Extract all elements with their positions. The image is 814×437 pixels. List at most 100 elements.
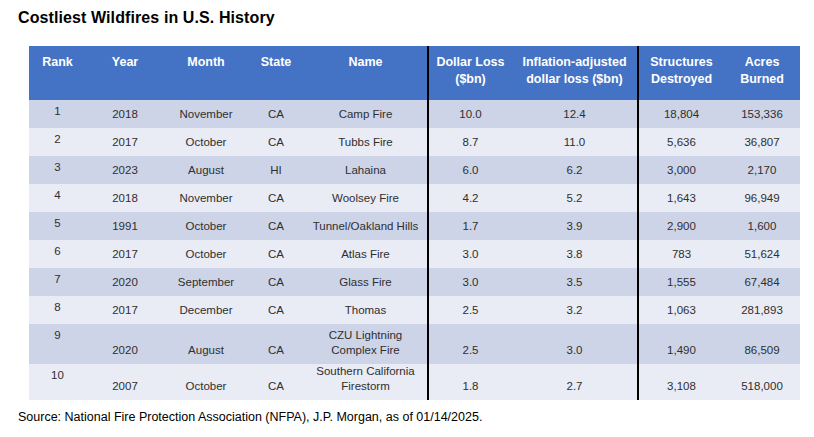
cell-dollar-loss: 2.5 (428, 324, 512, 364)
col-header-rank: Rank (29, 46, 86, 100)
cell-dollar-loss: 1.8 (428, 364, 512, 400)
cell-structures-destroyed: 1,643 (638, 184, 724, 212)
cell-state: CA (248, 324, 304, 364)
col-header-structures-destroyed: Structures Destroyed (638, 46, 724, 100)
cell-rank: 5 (29, 212, 86, 240)
cell-month: November (164, 100, 248, 128)
cell-name: Lahaina (304, 156, 428, 184)
table-row: 6 2017 October CA Atlas Fire 3.0 3.8 783… (29, 240, 800, 268)
wildfires-table: Rank Year Month State Name Dollar Loss (… (29, 46, 800, 400)
cell-year: 2020 (86, 324, 164, 364)
cell-rank: 1 (29, 100, 86, 128)
cell-state: CA (248, 364, 304, 400)
cell-acres-burned: 86,509 (724, 324, 800, 364)
cell-structures-destroyed: 5,636 (638, 128, 724, 156)
cell-state: HI (248, 156, 304, 184)
cell-name: Camp Fire (304, 100, 428, 128)
cell-acres-burned: 518,000 (724, 364, 800, 400)
cell-year: 2020 (86, 268, 164, 296)
table-row: 5 1991 October CA Tunnel/Oakland Hills 1… (29, 212, 800, 240)
cell-month: November (164, 184, 248, 212)
cell-year: 2017 (86, 240, 164, 268)
cell-name: Glass Fire (304, 268, 428, 296)
cell-inflation-adjusted-loss: 3.9 (512, 212, 638, 240)
table-row: 1 2018 November CA Camp Fire 10.0 12.4 1… (29, 100, 800, 128)
col-header-month: Month (164, 46, 248, 100)
table-row: 4 2018 November CA Woolsey Fire 4.2 5.2 … (29, 184, 800, 212)
cell-rank: 8 (29, 296, 86, 324)
cell-name: Atlas Fire (304, 240, 428, 268)
cell-name: Thomas (304, 296, 428, 324)
cell-inflation-adjusted-loss: 3.2 (512, 296, 638, 324)
cell-name: Tunnel/Oakland Hills (304, 212, 428, 240)
cell-inflation-adjusted-loss: 11.0 (512, 128, 638, 156)
col-header-dollar-loss: Dollar Loss ($bn) (428, 46, 512, 100)
cell-name: Tubbs Fire (304, 128, 428, 156)
cell-state: CA (248, 128, 304, 156)
cell-year: 2023 (86, 156, 164, 184)
cell-month: December (164, 296, 248, 324)
cell-acres-burned: 36,807 (724, 128, 800, 156)
cell-rank: 7 (29, 268, 86, 296)
cell-structures-destroyed: 2,900 (638, 212, 724, 240)
cell-dollar-loss: 8.7 (428, 128, 512, 156)
col-header-name: Name (304, 46, 428, 100)
cell-structures-destroyed: 1,063 (638, 296, 724, 324)
cell-name: CZU Lightning Complex Fire (304, 324, 428, 364)
cell-acres-burned: 2,170 (724, 156, 800, 184)
cell-year: 2017 (86, 128, 164, 156)
cell-structures-destroyed: 18,804 (638, 100, 724, 128)
cell-rank: 6 (29, 240, 86, 268)
source-note: Source: National Fire Protection Associa… (18, 410, 814, 424)
col-header-acres-burned: Acres Burned (724, 46, 800, 100)
cell-state: CA (248, 240, 304, 268)
cell-acres-burned: 67,484 (724, 268, 800, 296)
cell-dollar-loss: 2.5 (428, 296, 512, 324)
cell-month: October (164, 240, 248, 268)
cell-dollar-loss: 6.0 (428, 156, 512, 184)
table-row: 3 2023 August HI Lahaina 6.0 6.2 3,000 2… (29, 156, 800, 184)
cell-inflation-adjusted-loss: 12.4 (512, 100, 638, 128)
page-title: Costliest Wildfires in U.S. History (0, 0, 814, 27)
cell-inflation-adjusted-loss: 6.2 (512, 156, 638, 184)
cell-year: 2017 (86, 296, 164, 324)
cell-structures-destroyed: 3,108 (638, 364, 724, 400)
cell-inflation-adjusted-loss: 3.5 (512, 268, 638, 296)
cell-name: Southern California Firestorm (304, 364, 428, 400)
cell-month: October (164, 364, 248, 400)
table-row: 10 2007 October CA Southern California F… (29, 364, 800, 400)
cell-month: August (164, 156, 248, 184)
cell-acres-burned: 281,893 (724, 296, 800, 324)
cell-rank: 3 (29, 156, 86, 184)
cell-structures-destroyed: 3,000 (638, 156, 724, 184)
cell-month: October (164, 212, 248, 240)
col-header-state: State (248, 46, 304, 100)
cell-structures-destroyed: 1,490 (638, 324, 724, 364)
cell-inflation-adjusted-loss: 3.8 (512, 240, 638, 268)
cell-state: CA (248, 100, 304, 128)
cell-inflation-adjusted-loss: 5.2 (512, 184, 638, 212)
cell-acres-burned: 96,949 (724, 184, 800, 212)
cell-year: 2018 (86, 100, 164, 128)
table-row: 2 2017 October CA Tubbs Fire 8.7 11.0 5,… (29, 128, 800, 156)
cell-state: CA (248, 268, 304, 296)
cell-state: CA (248, 212, 304, 240)
cell-dollar-loss: 4.2 (428, 184, 512, 212)
table-row: 7 2020 September CA Glass Fire 3.0 3.5 1… (29, 268, 800, 296)
cell-dollar-loss: 3.0 (428, 240, 512, 268)
cell-year: 2018 (86, 184, 164, 212)
cell-month: October (164, 128, 248, 156)
cell-year: 2007 (86, 364, 164, 400)
col-header-inflation-adjusted-loss: Inflation-adjusted dollar loss ($bn) (512, 46, 638, 100)
cell-acres-burned: 1,600 (724, 212, 800, 240)
cell-dollar-loss: 10.0 (428, 100, 512, 128)
cell-structures-destroyed: 783 (638, 240, 724, 268)
cell-state: CA (248, 296, 304, 324)
cell-rank: 2 (29, 128, 86, 156)
cell-month: August (164, 324, 248, 364)
cell-month: September (164, 268, 248, 296)
cell-inflation-adjusted-loss: 2.7 (512, 364, 638, 400)
cell-state: CA (248, 184, 304, 212)
cell-acres-burned: 153,336 (724, 100, 800, 128)
table-row: 9 2020 August CA CZU Lightning Complex F… (29, 324, 800, 364)
